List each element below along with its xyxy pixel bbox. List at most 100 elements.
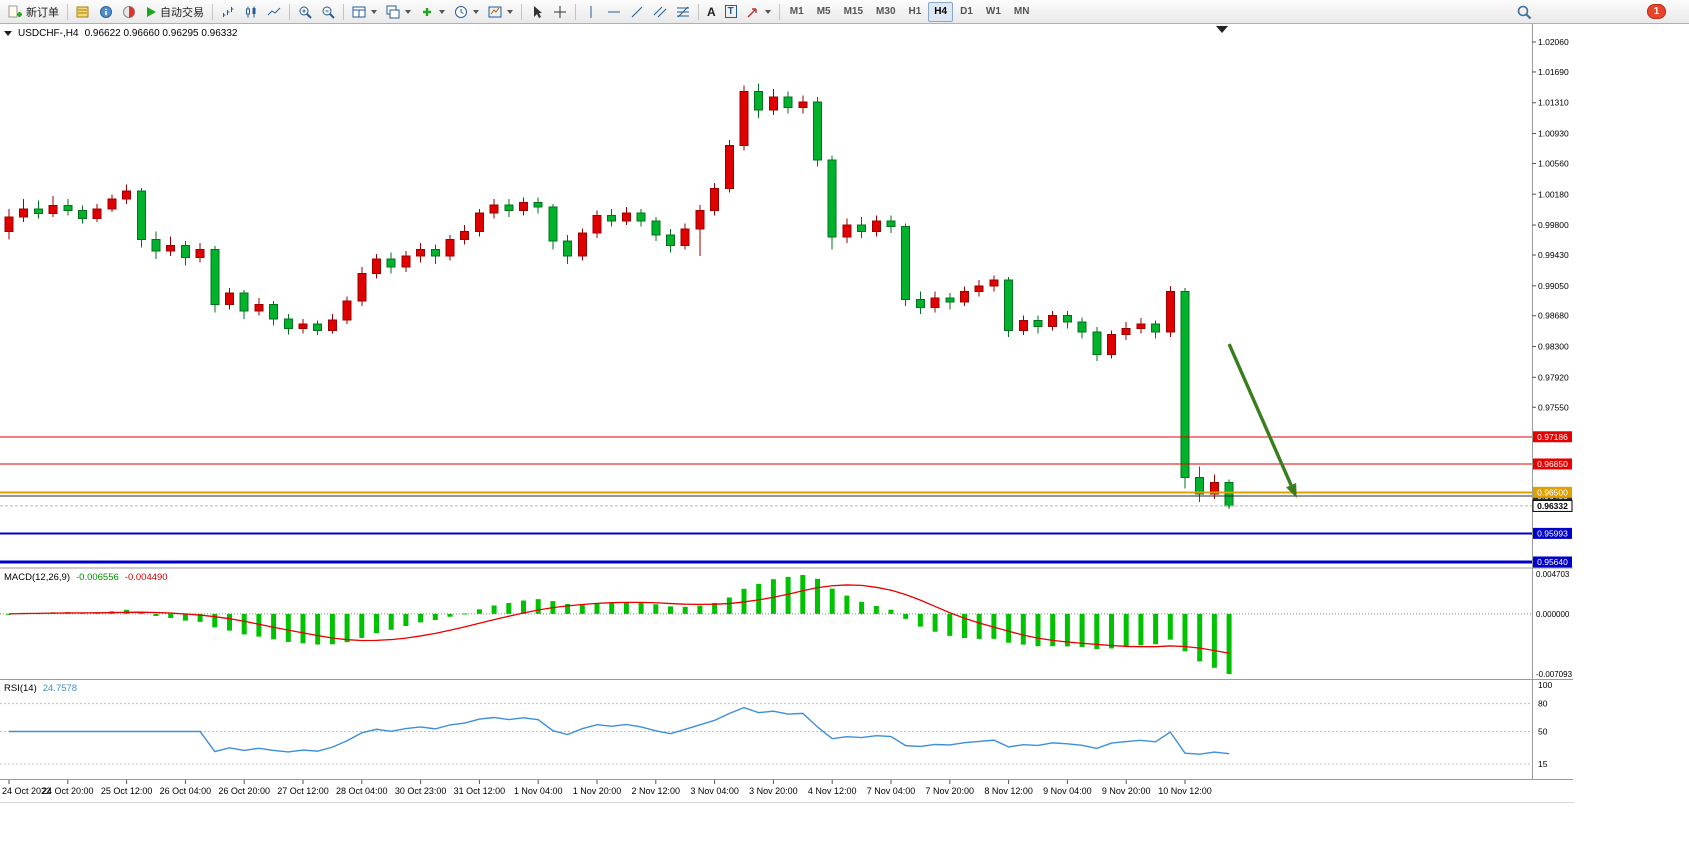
price-axis-label: 1.00930	[1538, 129, 1569, 139]
zoom-in-button[interactable]	[294, 2, 316, 22]
candle-body	[1151, 323, 1161, 333]
timeframe-m30-button[interactable]: M30	[870, 2, 901, 22]
crosshair-button[interactable]	[549, 2, 571, 22]
macd-histogram-bar	[285, 613, 291, 642]
data-window-button[interactable]	[95, 2, 117, 22]
periods-button[interactable]	[450, 2, 483, 22]
text-tool-icon: A	[707, 4, 716, 19]
price-axis-label: 0.98680	[1538, 311, 1569, 321]
templates-icon	[488, 6, 502, 17]
line-price-label: 0.96500	[1537, 487, 1568, 497]
indicators-button[interactable]	[416, 2, 449, 22]
candle-body	[915, 299, 925, 309]
new-chart-button[interactable]	[348, 2, 381, 22]
price-axis-label: 0.98300	[1538, 342, 1569, 352]
candle-body	[195, 248, 205, 258]
cursor-button[interactable]	[526, 2, 548, 22]
timeframe-h1-button[interactable]: H1	[903, 2, 928, 22]
price-axis-label: 0.99430	[1538, 250, 1569, 260]
market-watch-button[interactable]	[72, 2, 94, 22]
candle-body	[166, 244, 176, 252]
macd-histogram-bar	[1050, 613, 1056, 647]
rsi-scale-label: 50	[1538, 727, 1548, 737]
bar-chart-button[interactable]	[217, 2, 239, 22]
toolbar-separator	[67, 3, 68, 20]
search-button[interactable]	[1512, 2, 1536, 22]
macd-histogram-bar	[1153, 613, 1159, 645]
candle-body	[636, 212, 646, 222]
candle-body	[857, 224, 867, 233]
text-tool-button[interactable]: A	[703, 2, 720, 22]
timeframe-w1-button[interactable]: W1	[980, 2, 1007, 22]
line-chart-button[interactable]	[263, 2, 285, 22]
templates-button[interactable]	[484, 2, 517, 22]
trendline-tool-button[interactable]	[626, 2, 648, 22]
macd-histogram-bar	[609, 603, 615, 614]
macd-histogram-bar	[1064, 613, 1070, 647]
chart-shift-marker[interactable]	[1216, 26, 1228, 33]
notification-badge[interactable]: 1	[1647, 4, 1666, 19]
horizontal-line-tool-button[interactable]	[603, 2, 625, 22]
candlestick-chart-button[interactable]	[240, 2, 262, 22]
macd-scale-label: 0.000000	[1536, 610, 1570, 619]
vertical-line-icon	[590, 5, 592, 18]
timeframe-m15-button[interactable]: M15	[838, 2, 869, 22]
timeframe-d1-button[interactable]: D1	[954, 2, 979, 22]
autotrading-play-icon	[147, 6, 156, 17]
candle-body	[871, 220, 881, 233]
macd-histogram-bar	[212, 613, 218, 628]
toolbar-separator	[343, 3, 344, 20]
time-axis-label: 10 Nov 12:00	[1158, 786, 1212, 796]
macd-histogram-bar	[344, 613, 350, 643]
channel-tool-button[interactable]	[649, 2, 671, 22]
price-axis[interactable]: 1.02060 1.01690 1.01310 1.00930 1.00560 1.001…	[1532, 24, 1573, 780]
main-toolbar: 新订单 自动交易	[0, 0, 1689, 24]
candle-body	[342, 300, 352, 321]
text-label-tool-button[interactable]: T	[721, 2, 741, 22]
time-axis-label: 1 Nov 04:00	[514, 786, 563, 796]
timeframe-m5-button[interactable]: M5	[811, 2, 837, 22]
zoom-out-button[interactable]	[317, 2, 339, 22]
macd-histogram-bar	[829, 588, 835, 614]
timeframe-mn-button[interactable]: MN	[1008, 2, 1036, 22]
time-axis-label: 9 Nov 04:00	[1043, 786, 1092, 796]
trend-arrow[interactable]	[1227, 343, 1297, 498]
line-price-label-bg	[1533, 458, 1572, 470]
text-label-icon: T	[724, 5, 737, 18]
chart-canvas[interactable]: 0.0047030.000000-0.0070931008050151.0206…	[0, 24, 1573, 801]
candle-body	[930, 297, 940, 309]
candle-body	[122, 190, 132, 200]
candle-body	[666, 234, 675, 246]
price-axis-label: 1.00560	[1538, 158, 1569, 168]
macd-histogram-bar	[476, 609, 482, 614]
autotrading-label: 自动交易	[160, 6, 204, 19]
macd-histogram-bar	[873, 605, 879, 614]
candle-body	[1004, 279, 1014, 331]
macd-histogram-bar	[594, 603, 600, 614]
arrows-tool-button[interactable]	[742, 2, 775, 22]
new-order-button[interactable]: 新订单	[4, 2, 63, 22]
line-price-label-bg	[1533, 556, 1572, 568]
clock-icon	[455, 5, 467, 18]
timeframe-m1-button[interactable]: M1	[784, 2, 810, 22]
price-axis-label: 0.99800	[1538, 220, 1569, 230]
fibonacci-tool-button[interactable]	[672, 2, 694, 22]
one-click-trading-toggle-icon[interactable]	[4, 31, 12, 36]
candle-body	[1048, 315, 1058, 327]
timeframe-h4-button[interactable]: H4	[928, 1, 954, 22]
macd-histogram-bar	[888, 609, 894, 614]
profiles-button[interactable]	[382, 2, 415, 22]
horizontal-line-icon	[608, 11, 620, 12]
candle-body	[298, 323, 308, 330]
autotrading-button[interactable]: 自动交易	[141, 2, 208, 22]
macd-histogram-bar	[917, 613, 923, 627]
vertical-line-tool-button[interactable]	[580, 2, 602, 22]
macd-histogram-bar	[1226, 613, 1232, 674]
community-button[interactable]	[118, 2, 140, 22]
candle-body	[533, 201, 543, 208]
data-window-icon	[100, 5, 112, 18]
candle-body	[92, 208, 102, 220]
macd-scale-label: 0.004703	[1536, 570, 1570, 579]
macd-histogram-bar	[1006, 613, 1012, 643]
